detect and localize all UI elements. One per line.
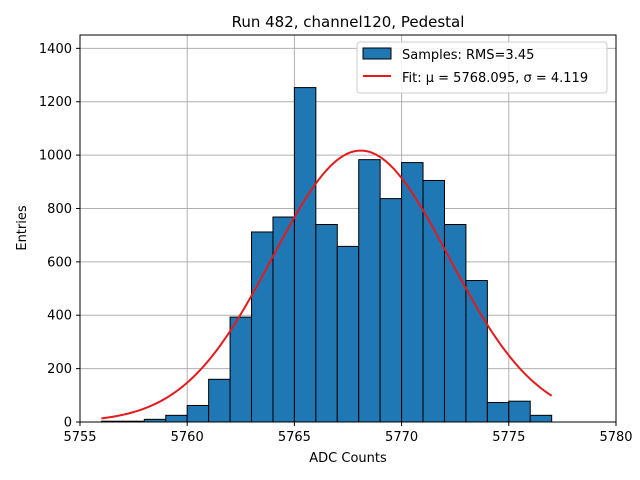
x-tick-label-5770: 5770	[385, 430, 418, 445]
histogram-bar-5766	[315, 223, 338, 423]
x-axis-title: ADC Counts	[309, 451, 387, 466]
histogram-bar-5760	[186, 404, 210, 423]
x-tick-label-5775: 5775	[492, 430, 525, 445]
histogram-bar-5764	[272, 216, 295, 423]
fit-curve-group	[101, 149, 553, 420]
histogram-bar-5759	[165, 414, 188, 423]
histogram-bar-5761	[208, 378, 231, 423]
x-axis-ticks: 5755 5760 5765 5770 5775 5780	[63, 422, 633, 445]
y-tick-label-1000: 1000	[39, 149, 72, 164]
histogram-bar-5765	[293, 87, 317, 423]
plot-frame	[79, 34, 617, 423]
x-tick-label-5760: 5760	[171, 430, 204, 445]
x-tick-label-5765: 5765	[278, 430, 311, 445]
y-axis-ticks: 0 200 400 600 800 1000 1200 1400	[39, 42, 80, 431]
histogram-bar-5768	[358, 159, 381, 423]
y-tick-label-200: 200	[47, 362, 72, 377]
histogram-bar-5773	[465, 280, 488, 423]
legend-label-samples: Samples: RMS=3.45	[402, 48, 534, 63]
y-tick-label-800: 800	[47, 202, 72, 217]
histogram-bar-5776	[529, 414, 553, 423]
x-tick-label-5780: 5780	[599, 430, 632, 445]
y-tick-label-1400: 1400	[39, 42, 72, 57]
histogram-bars	[100, 87, 553, 423]
histogram-bar-5770	[401, 162, 424, 423]
histogram-bar-5775	[508, 400, 531, 423]
chart-title: Run 482, channel120, Pedestal	[232, 13, 465, 31]
legend-label-fit: Fit: μ = 5768.095, σ = 4.119	[402, 71, 588, 86]
histogram-bar-5767	[336, 245, 360, 423]
histogram-bar-5769	[379, 198, 403, 423]
legend-bar-swatch	[362, 47, 392, 60]
y-tick-label-1200: 1200	[39, 95, 72, 110]
fit-curve	[101, 149, 553, 420]
legend-box	[356, 41, 608, 94]
y-tick-label-600: 600	[47, 255, 72, 270]
histogram-bar-5762	[229, 316, 253, 423]
y-axis-title: Entries	[15, 205, 30, 251]
histogram-bar-5774	[486, 402, 510, 423]
y-tick-label-400: 400	[47, 309, 72, 324]
legend: Samples: RMS=3.45 Fit: μ = 5768.095, σ =…	[356, 41, 608, 94]
y-tick-label-0: 0	[64, 416, 72, 431]
x-tick-label-5755: 5755	[63, 430, 96, 445]
